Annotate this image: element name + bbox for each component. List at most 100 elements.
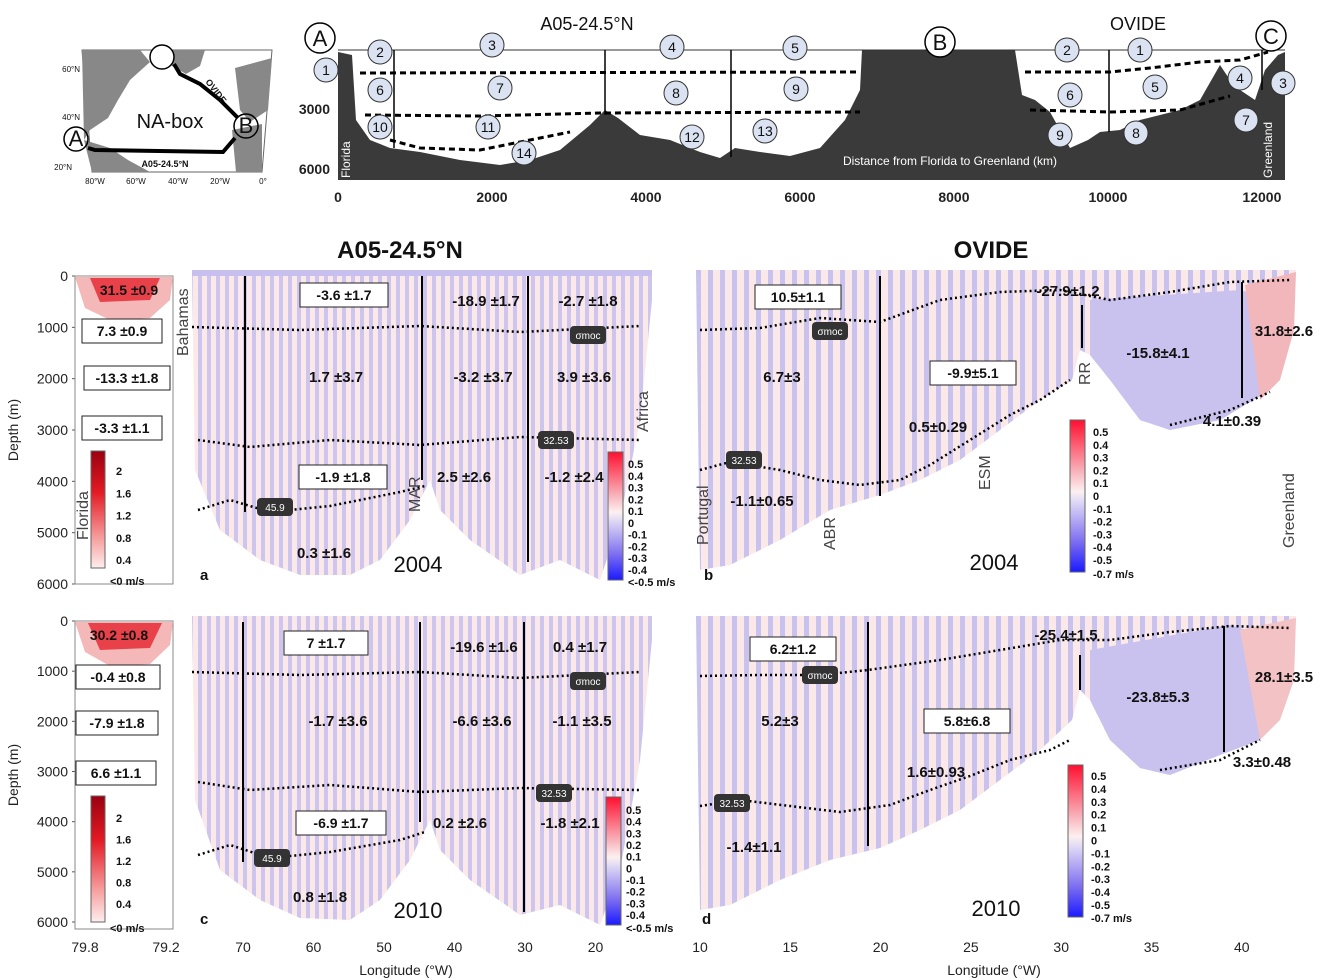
box-value: 1.7 ±3.7 [309, 369, 363, 386]
section-box-a05: 6 [367, 77, 393, 103]
box-value: 5.2±3 [761, 713, 798, 730]
box-value: -23.8±5.3 [1126, 689, 1189, 706]
florida-colorbar-tick: 2 [116, 466, 122, 478]
north-america-land [82, 50, 150, 140]
svg-text:45.9: 45.9 [265, 503, 285, 514]
colorbar-tick: 0.3 [628, 483, 643, 495]
box-value: 2.5 ±2.6 [437, 469, 491, 486]
svg-text:3: 3 [1279, 75, 1287, 91]
colorbar-tick: 0.2 [1091, 810, 1106, 822]
florida-colorbar [90, 450, 106, 569]
lon-tick: 0° [259, 177, 267, 186]
svg-text:9: 9 [1056, 127, 1064, 143]
svg-text:32.53: 32.53 [541, 789, 566, 800]
x-tick-ovide: 25 [963, 939, 979, 955]
panel-a [191, 268, 652, 586]
colorbar-tick: 0.1 [1093, 478, 1108, 490]
colorbar-tick: -0.3 [1093, 529, 1112, 541]
florida-colorbar-tick: <0 m/s [110, 923, 145, 935]
box-value: 3.3±0.48 [1233, 754, 1291, 771]
central-america-land [84, 140, 150, 172]
box-value: 4.1±0.39 [1203, 413, 1261, 430]
box-value: 10.5±1.1 [754, 284, 842, 310]
colorbar-tick: 0 [1093, 491, 1099, 503]
florida-colorbar-tick: 2 [116, 813, 122, 825]
section-x-tick: 6000 [784, 189, 815, 205]
box-value: 6.7±3 [763, 369, 800, 386]
colorbar-tick: 0.5 [1091, 771, 1106, 783]
box-value: 31.8±2.6 [1255, 323, 1313, 340]
svg-text:10.5±1.1: 10.5±1.1 [771, 289, 826, 305]
colorbar-tick: 0 [1091, 836, 1097, 848]
year-d: 2010 [972, 896, 1021, 921]
box-value: -3.2 ±3.7 [453, 369, 512, 386]
x-tick-ovide: 15 [783, 939, 799, 955]
box-value: -1.1 ±3.5 [552, 713, 611, 730]
box-value: -6.9 ±1.7 [295, 810, 387, 836]
svg-text:12: 12 [684, 129, 700, 145]
x-tick-ovide: 10 [692, 939, 708, 955]
box-value: -25.4±1.5 [1034, 627, 1097, 644]
x-tick-florida: 79.8 [71, 939, 98, 955]
lat-tick: 40°N [62, 113, 80, 122]
depth-tick: 2000 [37, 371, 68, 387]
depth-tick: 6000 [37, 914, 68, 930]
x-tick-ovide: 20 [873, 939, 889, 955]
year-c: 2010 [394, 898, 443, 923]
section-station-a: A [304, 22, 336, 54]
florida-transport-1: 30.2 ±0.8 [90, 627, 148, 643]
depth-tick: 6000 [37, 576, 68, 592]
colorbar-tick: 0.5 [1093, 427, 1108, 439]
svg-text:7: 7 [496, 80, 504, 96]
colorbar-tick: 0.3 [1091, 797, 1106, 809]
colorbar-tick: 0.4 [626, 817, 642, 829]
florida-transport-2: 7.3 ±0.9 [81, 318, 163, 344]
box-value: -6.6 ±3.6 [452, 713, 511, 730]
lon-tick: 40°W [168, 177, 188, 186]
depth-tick: 0 [60, 268, 68, 284]
florida-colorbar [90, 795, 106, 923]
x-tick-a05: 40 [447, 939, 463, 955]
svg-text:-9.9±5.1: -9.9±5.1 [947, 365, 998, 381]
svg-text:4: 4 [668, 39, 676, 55]
label-florida: Florida [75, 491, 92, 540]
colorbar-tick: -0.5 [1091, 900, 1110, 912]
x-tick-ovide: 40 [1234, 939, 1250, 955]
section-greenland-label: Greenland [1261, 122, 1275, 178]
x-tick-a05: 30 [517, 939, 533, 955]
colorbar-tick: 0.3 [1093, 453, 1108, 465]
isopycnal-tag: σmoc [570, 672, 606, 690]
panel-c [191, 614, 652, 932]
section-box-ovide: 9 [1047, 122, 1073, 148]
year-a: 2004 [394, 552, 443, 577]
svg-text:8: 8 [672, 85, 680, 101]
y-axis-label-top: Depth (m) [5, 399, 21, 461]
colorbar-tick: -0.3 [626, 898, 645, 910]
svg-text:5: 5 [1151, 79, 1159, 95]
svg-text:5: 5 [791, 40, 799, 56]
colorbar-tick: -0.4 [1093, 542, 1113, 554]
svg-text:-0.4 ±0.8: -0.4 ±0.8 [90, 669, 145, 685]
section-x-tick: 0 [334, 189, 342, 205]
colorbar-tick: 0.2 [628, 494, 643, 506]
svg-text:7.3 ±0.9: 7.3 ±0.9 [97, 323, 148, 339]
section-box-ovide: 2 [1054, 37, 1080, 63]
section-box-ovide: 8 [1123, 120, 1149, 146]
label-portugal: Portugal [695, 485, 712, 545]
box-value: -27.9±1.2 [1036, 283, 1099, 300]
svg-text:2: 2 [376, 44, 384, 60]
florida-transport-2: -0.4 ±0.8 [75, 664, 161, 690]
box-value: -18.9 ±1.7 [452, 293, 519, 310]
year-b: 2004 [970, 550, 1019, 575]
isopycnal-tag: σmoc [570, 326, 606, 344]
colorbar-c [605, 796, 622, 926]
box-value: 0.3 ±1.6 [297, 545, 351, 562]
colorbar-tick: 0.5 [626, 805, 641, 817]
svg-text:-7.9 ±1.8: -7.9 ±1.8 [89, 715, 144, 731]
section-box-a05: 1 [313, 57, 339, 83]
section-box-ovide: 4 [1227, 65, 1253, 91]
section-ovide-title: OVIDE [1110, 14, 1166, 34]
panel-title-a05: A05-24.5°N [337, 237, 463, 264]
